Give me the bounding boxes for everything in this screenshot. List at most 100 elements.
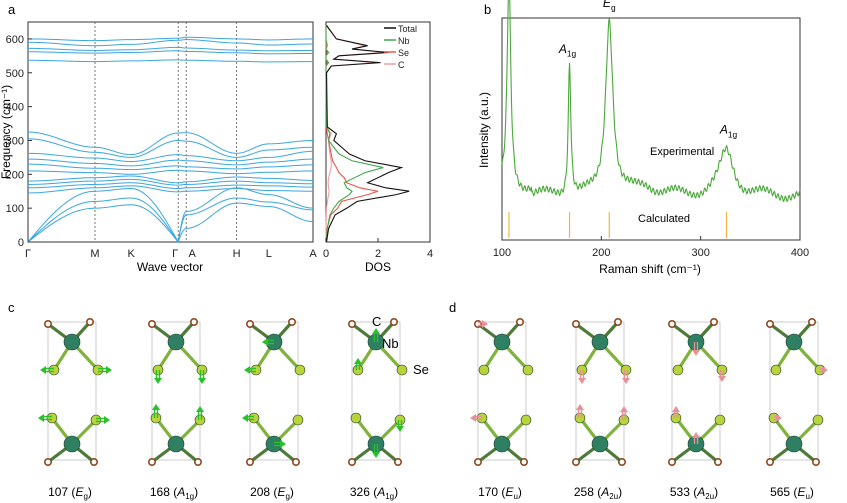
se-displacement-arrow bbox=[244, 366, 250, 374]
raman-xtick-label: 300 bbox=[691, 247, 709, 259]
unit-cell-frame bbox=[151, 321, 201, 461]
c-atom bbox=[765, 457, 774, 466]
dispersion-branch-5 bbox=[27, 131, 314, 156]
se-atom bbox=[476, 412, 488, 424]
c-atom bbox=[473, 319, 482, 328]
c-atom bbox=[667, 457, 676, 466]
raman-calculated-label: Calculated bbox=[638, 213, 690, 225]
mode-label: 107 (Eg) bbox=[48, 485, 92, 501]
atom-label-c: C bbox=[372, 314, 381, 329]
se-displacement-arrow bbox=[104, 416, 110, 424]
raman-experimental-label: Experimental bbox=[650, 146, 714, 158]
c-atom bbox=[43, 457, 52, 466]
c-atom bbox=[389, 317, 398, 326]
dos-xtick-label: 2 bbox=[375, 248, 381, 260]
dispersion-x-label: Wave vector bbox=[137, 260, 203, 274]
se-displacement-arrow bbox=[620, 406, 628, 412]
nb-atom bbox=[493, 333, 511, 351]
se-atom bbox=[294, 364, 306, 376]
nb-atom bbox=[687, 333, 705, 351]
dispersion-branch-9 bbox=[27, 163, 314, 171]
dos-xtick-label: 0 bbox=[323, 248, 329, 260]
nb-atom bbox=[493, 435, 511, 453]
dispersion-frame bbox=[27, 21, 314, 243]
se-displacement-arrow bbox=[196, 406, 204, 412]
se-displacement-arrow bbox=[38, 414, 44, 422]
se-atom bbox=[248, 412, 260, 424]
raman-frame bbox=[501, 17, 801, 241]
se-atom bbox=[48, 364, 60, 376]
panel-label-c: c bbox=[8, 300, 15, 315]
dos-series-nb bbox=[325, 25, 384, 243]
dispersion-ytick-label: 600 bbox=[6, 34, 24, 46]
se-atom bbox=[576, 364, 588, 376]
dispersion-branch-10 bbox=[27, 169, 314, 175]
se-displacement-arrow bbox=[40, 366, 46, 374]
mode-label: 533 (A2u) bbox=[670, 485, 718, 501]
c-atom bbox=[765, 319, 774, 328]
nb-displacement-arrow bbox=[262, 338, 268, 346]
se-displacement-arrow bbox=[776, 414, 782, 422]
nb-atom bbox=[265, 333, 283, 351]
se-displacement-arrow bbox=[718, 376, 726, 382]
unit-cell-frame bbox=[671, 321, 721, 461]
mode-label: 565 (Eu) bbox=[770, 485, 814, 501]
se-atom bbox=[520, 414, 532, 426]
nb-atom bbox=[591, 435, 609, 453]
dispersion-branch-15 bbox=[27, 187, 314, 244]
dispersion-ytick-label: 400 bbox=[6, 102, 24, 114]
se-atom bbox=[522, 364, 534, 376]
unit-cell-frame bbox=[351, 321, 401, 461]
mode-label: 258 (A2u) bbox=[574, 485, 622, 501]
dispersion-ytick-label: 100 bbox=[6, 203, 24, 215]
unit-cell-frame bbox=[477, 321, 527, 461]
c-displacement-arrow bbox=[482, 320, 488, 328]
nb-displacement-arrow bbox=[372, 328, 380, 334]
nb-atom bbox=[367, 435, 385, 453]
raman-experimental-spectrum bbox=[501, 0, 801, 203]
dispersion-kpath-label: Γ bbox=[25, 248, 31, 260]
se-atom bbox=[196, 364, 208, 376]
se-atom bbox=[670, 412, 682, 424]
se-atom bbox=[250, 364, 262, 376]
mode-label: 170 (Eu) bbox=[478, 485, 522, 501]
c-atom bbox=[709, 317, 718, 326]
c-atom bbox=[811, 457, 820, 466]
dispersion-ytick-label: 500 bbox=[6, 68, 24, 80]
dispersion-branch-11 bbox=[27, 175, 314, 184]
c-atom bbox=[347, 457, 356, 466]
c-atom bbox=[190, 317, 199, 326]
raman-xtick-label: 400 bbox=[791, 247, 809, 259]
se-displacement-arrow bbox=[470, 414, 476, 422]
dispersion-branch-7 bbox=[27, 150, 314, 162]
dispersion-ytick-label: 200 bbox=[6, 169, 24, 181]
raman-xtick-label: 100 bbox=[493, 247, 511, 259]
dispersion-kpath-label: A bbox=[309, 248, 317, 260]
se-atom bbox=[812, 414, 824, 426]
panel-label-a: a bbox=[8, 2, 16, 17]
se-displacement-arrow bbox=[354, 358, 362, 364]
c-atom bbox=[473, 457, 482, 466]
mode-label: 208 (Eg) bbox=[250, 485, 294, 501]
dispersion-ytick-label: 0 bbox=[18, 237, 24, 249]
c-atom bbox=[347, 319, 356, 328]
se-displacement-arrow bbox=[152, 404, 160, 410]
dos-legend-label-se: Se bbox=[398, 48, 409, 58]
dos-x-label: DOS bbox=[365, 260, 391, 274]
c-atom bbox=[571, 319, 580, 328]
c-atom bbox=[667, 319, 676, 328]
se-atom bbox=[292, 414, 304, 426]
dos-series-se bbox=[325, 25, 379, 243]
unit-cell-frame bbox=[769, 321, 819, 461]
c-atom bbox=[571, 457, 580, 466]
dispersion-branch-0 bbox=[27, 36, 314, 42]
se-atom bbox=[150, 412, 162, 424]
se-atom bbox=[620, 364, 632, 376]
nb-atom bbox=[785, 435, 803, 453]
c-atom bbox=[515, 317, 524, 326]
se-displacement-arrow bbox=[622, 378, 630, 384]
c-atom bbox=[291, 457, 300, 466]
dos-series-c bbox=[325, 25, 384, 242]
se-atom bbox=[194, 414, 206, 426]
